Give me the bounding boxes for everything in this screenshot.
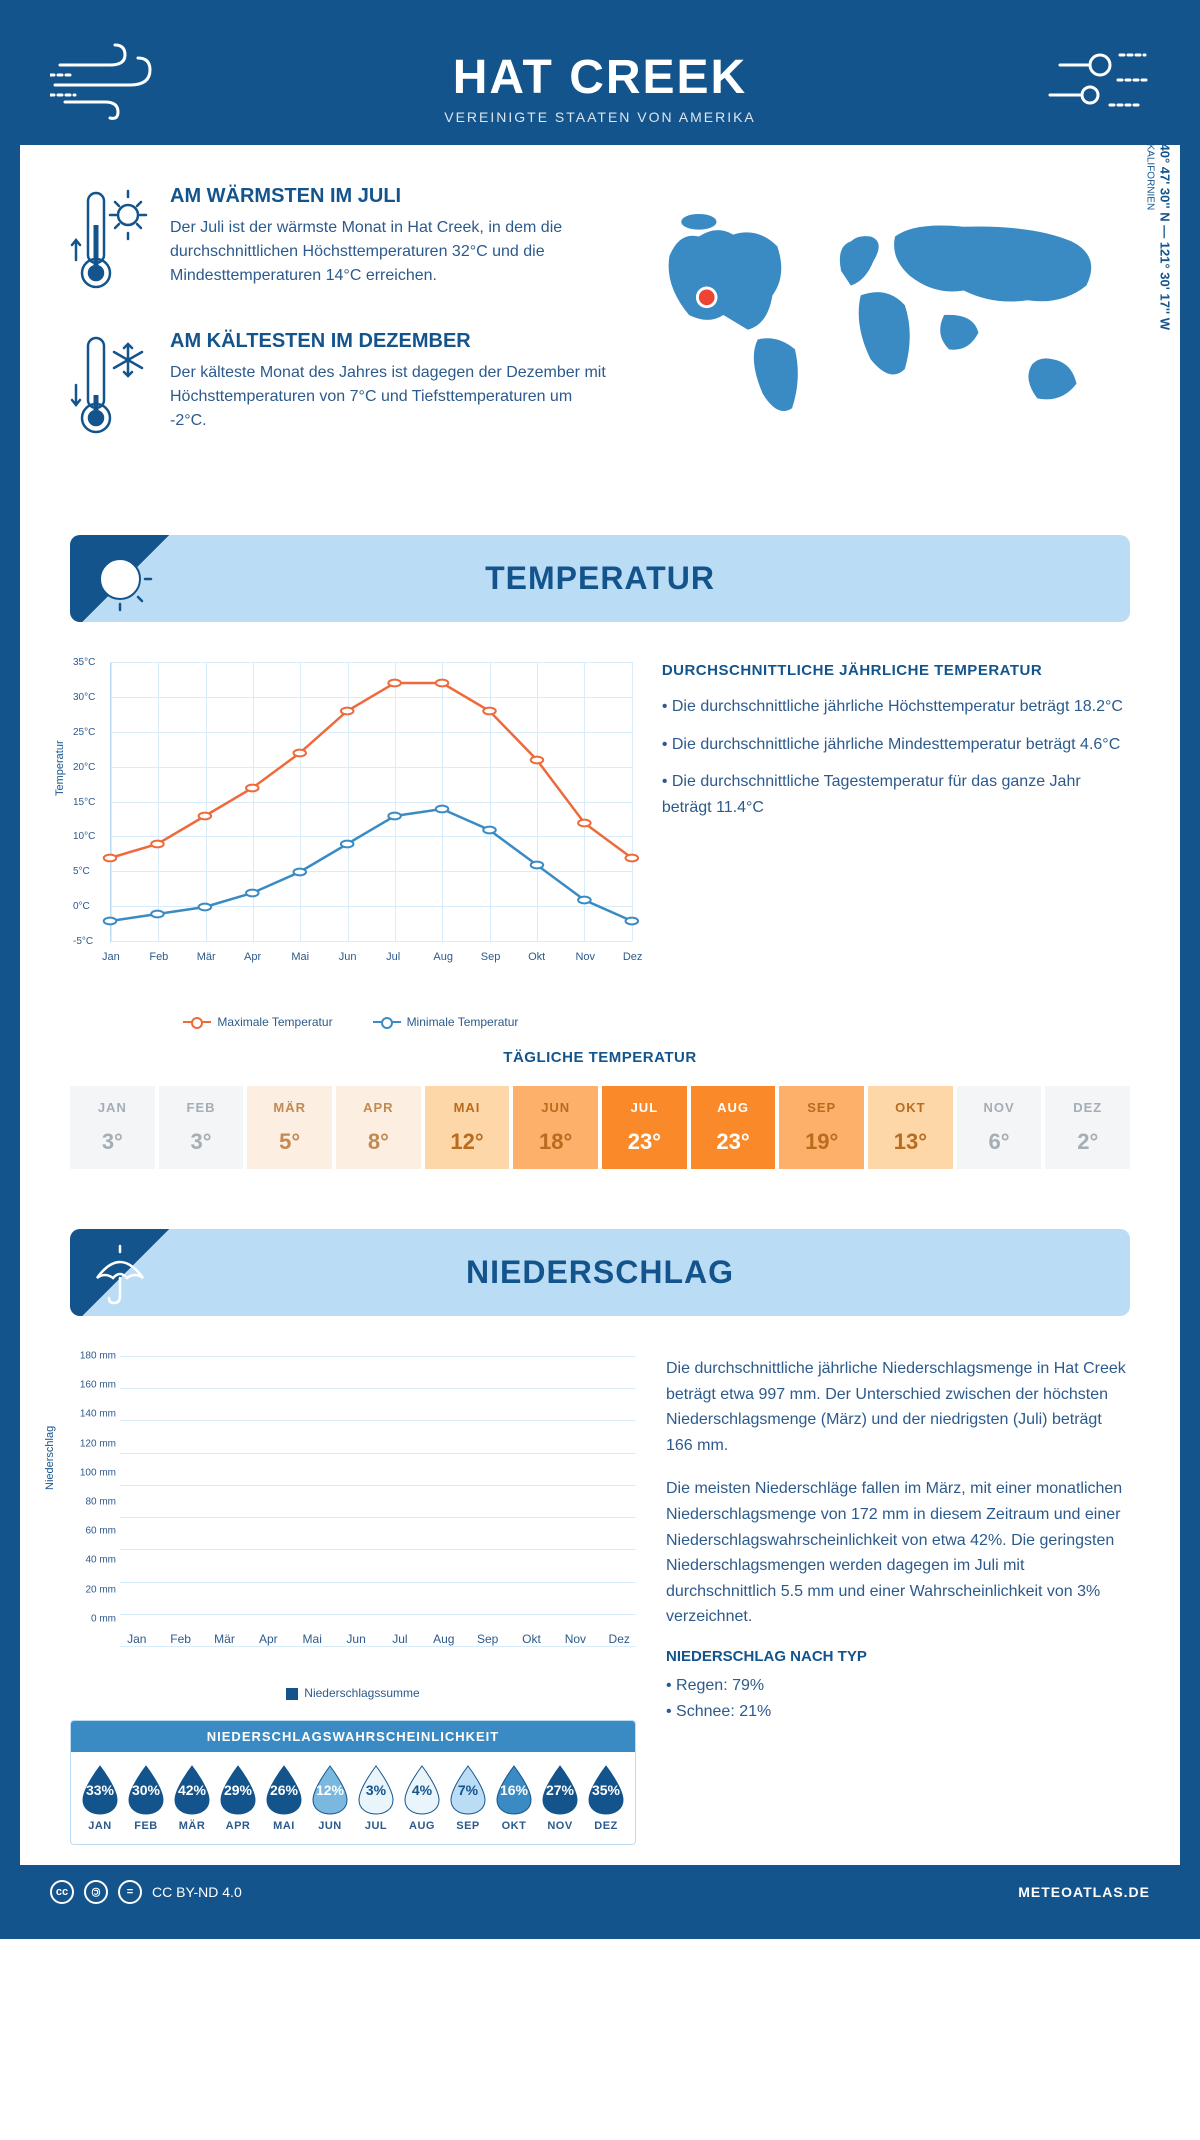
chart-legend: Maximale TemperaturMinimale Temperatur — [70, 982, 632, 1029]
umbrella-icon — [85, 1238, 155, 1308]
precipitation-banner: NIEDERSCHLAG — [70, 1229, 1130, 1316]
precipitation-probability: NIEDERSCHLAGSWAHRSCHEINLICHKEIT 33%JAN30… — [70, 1720, 636, 1845]
world-map: 40° 47' 30'' N — 121° 30' 17'' W KALIFOR… — [640, 185, 1130, 475]
page-header: HAT CREEK VEREINIGTE STAATEN VON AMERIKA — [20, 20, 1180, 145]
precipitation-chart: Niederschlag 0 mm20 mm40 mm60 mm80 mm100… — [70, 1356, 636, 1676]
probability-drop: 42%MÄR — [171, 1764, 213, 1832]
site-name: METEOATLAS.DE — [1018, 1884, 1150, 1900]
location-subtitle: VEREINIGTE STAATEN VON AMERIKA — [20, 109, 1180, 125]
probability-drop: 12%JUN — [309, 1764, 351, 1832]
thermometer-hot-icon — [70, 185, 150, 295]
temperature-bullet: Die durchschnittliche jährliche Mindestt… — [662, 732, 1130, 758]
temperature-chart: Temperatur -5°C0°C5°C10°C15°C20°C25°C30°… — [70, 662, 632, 1029]
daily-temp-cell: JUN18° — [513, 1086, 598, 1169]
probability-drop: 33%JAN — [79, 1764, 121, 1832]
warmest-block: AM WÄRMSTEN IM JULI Der Juli ist der wär… — [70, 185, 610, 300]
thermometer-cold-icon — [70, 330, 150, 440]
probability-drop: 7%SEP — [447, 1764, 489, 1832]
warmest-heading: AM WÄRMSTEN IM JULI — [170, 185, 610, 208]
daily-temp-cell: JAN3° — [70, 1086, 155, 1169]
daily-temp-cell: FEB3° — [159, 1086, 244, 1169]
daily-temp-cell: MAI12° — [425, 1086, 510, 1169]
wind-icon — [50, 40, 170, 120]
daily-temp-cell: SEP19° — [779, 1086, 864, 1169]
probability-drop: 3%JUL — [355, 1764, 397, 1832]
probability-drop: 26%MAI — [263, 1764, 305, 1832]
probability-drop: 29%APR — [217, 1764, 259, 1832]
sun-icon — [85, 544, 155, 614]
intro-section: AM WÄRMSTEN IM JULI Der Juli ist der wär… — [20, 145, 1180, 515]
daily-temp-cell: APR8° — [336, 1086, 421, 1169]
precipitation-heading: NIEDERSCHLAG — [90, 1254, 1110, 1291]
probability-drop: 30%FEB — [125, 1764, 167, 1832]
location-title: HAT CREEK — [20, 50, 1180, 105]
temperature-banner: TEMPERATUR — [70, 535, 1130, 622]
coldest-heading: AM KÄLTESTEN IM DEZEMBER — [170, 330, 610, 353]
daily-temp-cell: JUL23° — [602, 1086, 687, 1169]
license: cc 🄯 = CC BY-ND 4.0 — [50, 1880, 242, 1904]
precip-type-item: Schnee: 21% — [666, 1699, 1130, 1725]
temperature-heading: TEMPERATUR — [90, 560, 1110, 597]
temperature-summary: DURCHSCHNITTLICHE JÄHRLICHE TEMPERATUR D… — [662, 662, 1130, 1029]
bar-legend: Niederschlagssumme — [70, 1686, 636, 1700]
coldest-text: Der kälteste Monat des Jahres ist dagege… — [170, 361, 610, 433]
precipitation-summary: Die durchschnittliche jährliche Niedersc… — [666, 1356, 1130, 1845]
coldest-block: AM KÄLTESTEN IM DEZEMBER Der kälteste Mo… — [70, 330, 610, 445]
warmest-text: Der Juli ist der wärmste Monat in Hat Cr… — [170, 216, 610, 288]
page-footer: cc 🄯 = CC BY-ND 4.0 METEOATLAS.DE — [20, 1865, 1180, 1919]
daily-temp-cell: NOV6° — [957, 1086, 1042, 1169]
probability-drop: 35%DEZ — [585, 1764, 627, 1832]
precip-type-item: Regen: 79% — [666, 1673, 1130, 1699]
daily-temp-cell: OKT13° — [868, 1086, 953, 1169]
coordinates: 40° 47' 30'' N — 121° 30' 17'' W KALIFOR… — [1144, 144, 1172, 331]
wind-icon — [1030, 40, 1150, 120]
probability-drop: 4%AUG — [401, 1764, 443, 1832]
daily-temp-cell: DEZ2° — [1045, 1086, 1130, 1169]
probability-drop: 16%OKT — [493, 1764, 535, 1832]
probability-drop: 27%NOV — [539, 1764, 581, 1832]
temperature-bullet: Die durchschnittliche Tagestemperatur fü… — [662, 769, 1130, 820]
daily-temp-cell: MÄR5° — [247, 1086, 332, 1169]
daily-temp-cell: AUG23° — [691, 1086, 776, 1169]
daily-temperature: TÄGLICHE TEMPERATUR JAN3°FEB3°MÄR5°APR8°… — [20, 1049, 1180, 1209]
temperature-bullet: Die durchschnittliche jährliche Höchstte… — [662, 694, 1130, 720]
